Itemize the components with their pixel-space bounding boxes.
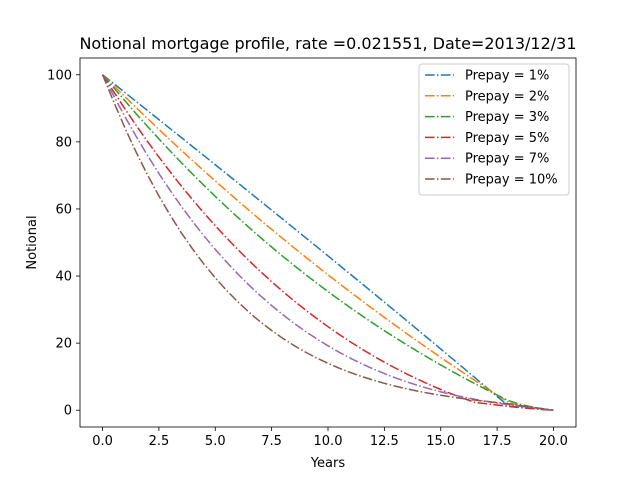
x-tick-label: 12.5 bbox=[370, 434, 399, 449]
legend-label-prepay-3: Prepay = 3% bbox=[465, 110, 549, 125]
legend-label-prepay-7: Prepay = 7% bbox=[465, 152, 549, 167]
legend-label-prepay-1: Prepay = 1% bbox=[465, 69, 549, 84]
y-tick-label: 80 bbox=[55, 135, 72, 150]
legend-label-prepay-5: Prepay = 5% bbox=[465, 131, 549, 146]
series-layer bbox=[101, 74, 554, 411]
legend: Prepay = 1% Prepay = 2% Prepay = 3% Prepay … bbox=[418, 63, 570, 196]
legend-frame bbox=[418, 63, 570, 196]
x-tick-label: 0.0 bbox=[92, 434, 113, 449]
y-tick-label: 40 bbox=[55, 270, 72, 285]
x-axis-label: Years bbox=[310, 456, 346, 471]
legend-items: Prepay = 1% Prepay = 2% Prepay = 3% Prepay … bbox=[425, 69, 558, 188]
x-tick-label: 15.0 bbox=[426, 434, 455, 449]
x-tick-label: 10.0 bbox=[314, 434, 343, 449]
x-tick-label: 2.5 bbox=[149, 434, 170, 449]
chart-title: Notional mortgage profile, rate =0.02155… bbox=[79, 34, 576, 53]
series-line-prepay-3 bbox=[101, 74, 554, 411]
series-line-prepay-5 bbox=[101, 74, 554, 411]
y-tick-label: 0 bbox=[64, 404, 72, 419]
x-tick-label: 7.5 bbox=[261, 434, 282, 449]
y-tick-label: 20 bbox=[55, 337, 72, 352]
legend-label-prepay-2: Prepay = 2% bbox=[465, 89, 549, 104]
series-line-prepay-2 bbox=[102, 74, 554, 411]
series-line-prepay-10 bbox=[101, 74, 554, 411]
y-tick-label: 60 bbox=[55, 202, 72, 217]
x-tick-label: 5.0 bbox=[205, 434, 226, 449]
legend-label-prepay-10: Prepay = 10% bbox=[465, 173, 558, 188]
x-axis: 0.0 2.5 5.0 7.5 10.0 12.5 15.0 17.5 20.0 bbox=[92, 427, 568, 449]
y-axis-label: Notional bbox=[25, 215, 40, 269]
y-axis: 0 20 40 60 80 100 bbox=[47, 68, 80, 419]
y-tick-label: 100 bbox=[47, 68, 72, 83]
series-line-prepay-1 bbox=[102, 74, 554, 411]
x-tick-label: 20.0 bbox=[539, 434, 568, 449]
x-tick-label: 17.5 bbox=[483, 434, 512, 449]
